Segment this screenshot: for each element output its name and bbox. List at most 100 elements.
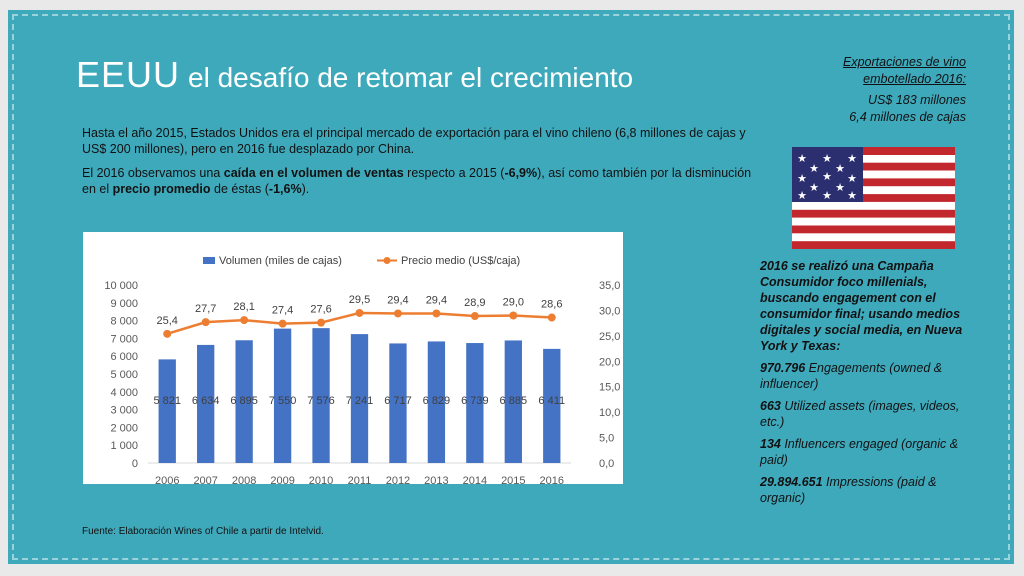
right-axis-tick-label: 10,0 [599, 407, 620, 419]
bar-data-label: 5 821 [153, 395, 181, 407]
right-axis-tick-label: 25,0 [599, 331, 620, 343]
left-axis-tick-label: 9 000 [110, 298, 138, 310]
bar-data-label: 6 885 [500, 395, 528, 407]
price-data-label: 29,0 [503, 297, 524, 309]
svg-text:★: ★ [797, 172, 807, 185]
bar-data-label: 7 241 [346, 395, 374, 407]
p2-bold-2: -6,9% [504, 166, 538, 180]
left-axis-tick-label: 0 [132, 458, 138, 470]
legend-marker-price [383, 257, 391, 264]
bar-data-label: 6 717 [384, 395, 412, 407]
campaign-item-text: Impressions (paid & organic) [760, 475, 937, 505]
title-main: EEUU [76, 54, 181, 95]
legend-label-price: Precio medio (US$/caja) [401, 255, 520, 267]
left-axis-tick-label: 5 000 [110, 369, 138, 381]
left-axis-tick-label: 1 000 [110, 440, 138, 452]
campaign-item: 970.796 Engagements (owned & influencer) [760, 360, 965, 392]
us-flag-icon: ★ ★ ★ ★ ★ ★ ★ ★ ★ ★ ★ ★ ★ [792, 147, 955, 249]
x-axis-tick-label: 2006 [155, 475, 179, 484]
x-axis-tick-label: 2013 [424, 475, 448, 484]
svg-text:★: ★ [797, 189, 807, 202]
right-axis-tick-label: 5,0 [599, 433, 614, 445]
p2-text-2: respecto a 2015 ( [403, 166, 505, 180]
left-axis-tick-label: 8 000 [110, 316, 138, 328]
svg-text:★: ★ [809, 162, 819, 175]
bar-data-label: 7 550 [269, 395, 297, 407]
price-data-label: 28,1 [233, 301, 254, 313]
price-point [509, 311, 518, 320]
left-axis-tick-label: 10 000 [104, 280, 138, 292]
left-axis-tick-label: 4 000 [110, 387, 138, 399]
exports-summary: Exportaciones de vino embotellado 2016: … [843, 54, 966, 126]
price-point [470, 312, 479, 321]
campaign-heading: 2016 se realizó una Campaña Consumidor f… [760, 259, 963, 353]
price-data-label: 28,9 [464, 297, 485, 309]
x-axis-tick-label: 2012 [386, 475, 410, 484]
price-data-label: 29,4 [387, 294, 408, 306]
exports-value-cases: 6,4 millones de cajas [849, 110, 966, 124]
price-data-label: 29,5 [349, 294, 370, 306]
x-axis-tick-label: 2016 [540, 475, 564, 484]
price-data-label: 25,4 [157, 315, 178, 327]
campaign-item: 29.894.651 Impressions (paid & organic) [760, 474, 965, 506]
price-point [317, 318, 326, 327]
x-axis-tick-label: 2014 [463, 475, 487, 484]
right-axis-tick-label: 35,0 [599, 280, 620, 292]
price-data-label: 27,4 [272, 305, 293, 317]
svg-text:★: ★ [847, 172, 857, 185]
campaign-item: 663 Utilized assets (images, videos, etc… [760, 398, 965, 430]
left-axis-tick-label: 7 000 [110, 333, 138, 345]
x-axis-tick-label: 2007 [193, 475, 217, 484]
p2-bold-1: caída en el volumen de ventas [223, 166, 404, 180]
campaign-panel: 2016 se realizó una Campaña Consumidor f… [760, 258, 965, 512]
title-sub: el desafío de retomar el crecimiento [188, 62, 634, 93]
campaign-item-text: Engagements (owned & influencer) [760, 361, 943, 391]
svg-text:★: ★ [809, 181, 819, 194]
bar-volume [312, 328, 330, 463]
campaign-item: 134 Influencers engaged (organic & paid) [760, 436, 965, 468]
bar-volume [350, 334, 369, 463]
p2-bold-3: precio promedio [112, 182, 211, 196]
p2-bold-4: -1,6% [268, 182, 302, 196]
legend-swatch-volume [203, 257, 215, 264]
price-data-label: 27,7 [195, 303, 216, 315]
price-data-label: 28,6 [541, 299, 562, 311]
bar-data-label: 6 739 [461, 395, 489, 407]
p2-text-4: de éstas ( [210, 182, 269, 196]
svg-text:★: ★ [797, 152, 807, 165]
price-point [393, 309, 402, 318]
bar-volume [427, 341, 446, 463]
paragraph-2: El 2016 observamos una caída en el volum… [82, 165, 752, 197]
bar-data-label: 6 411 [538, 395, 565, 407]
bar-data-label: 6 829 [423, 395, 451, 407]
svg-text:★: ★ [835, 162, 845, 175]
left-axis-tick-label: 2 000 [110, 422, 138, 434]
bar-volume [158, 359, 176, 463]
right-axis-tick-label: 15,0 [599, 382, 620, 394]
campaign-item-number: 970.796 [760, 361, 806, 375]
intro-text: Hasta el año 2015, Estados Unidos era el… [82, 125, 752, 205]
bar-data-label: 7 576 [307, 395, 335, 407]
bar-volume [389, 343, 407, 463]
price-data-label: 29,4 [426, 294, 447, 306]
volume-price-chart: Volumen (miles de cajas) Precio medio (US… [104, 255, 620, 487]
chart-panel: Volumen (miles de cajas) Precio medio (US… [83, 232, 623, 487]
x-axis-tick-label: 2011 [348, 475, 372, 484]
right-axis-tick-label: 0,0 [599, 458, 614, 470]
right-axis-tick-label: 20,0 [599, 356, 620, 368]
legend-label-volume: Volumen (miles de cajas) [219, 255, 342, 267]
paragraph-1: Hasta el año 2015, Estados Unidos era el… [82, 126, 746, 156]
svg-text:★: ★ [835, 181, 845, 194]
svg-text:★: ★ [847, 189, 857, 202]
bar-volume [197, 344, 215, 463]
svg-text:★: ★ [822, 189, 832, 202]
right-axis-tick-label: 30,0 [599, 305, 620, 317]
campaign-item-number: 29.894.651 [760, 475, 823, 489]
bar-volume [543, 348, 561, 463]
p2-text-1: El 2016 observamos una [82, 166, 224, 180]
source-note: Fuente: Elaboración Wines of Chile a par… [82, 526, 324, 537]
left-axis-tick-label: 3 000 [110, 405, 138, 417]
x-axis-tick-label: 2010 [309, 475, 333, 484]
campaign-item-number: 663 [760, 399, 781, 413]
price-point [432, 309, 441, 318]
